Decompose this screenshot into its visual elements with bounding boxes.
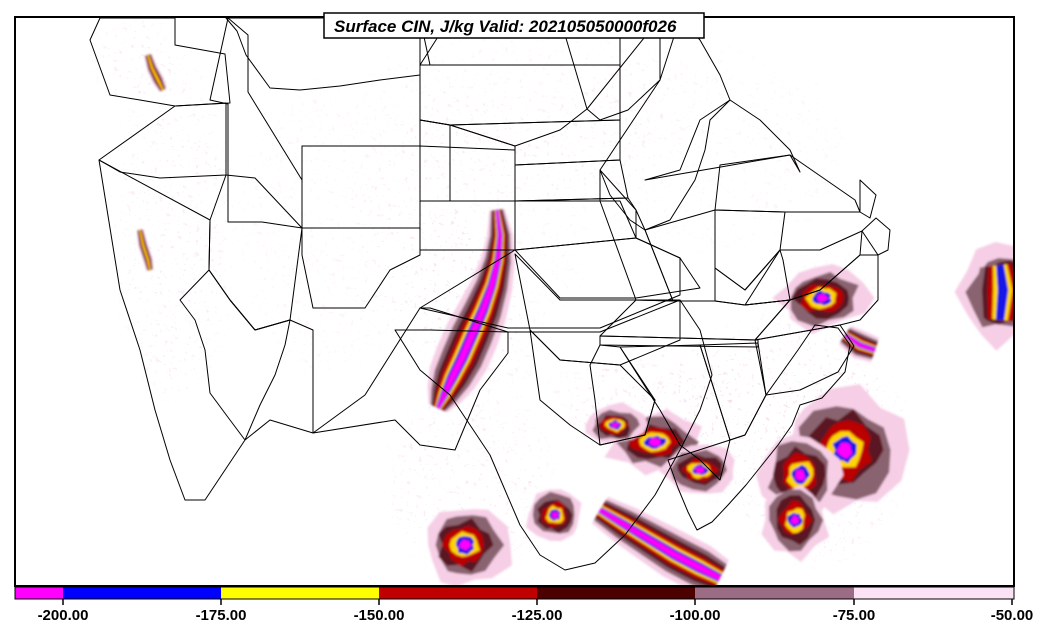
svg-text:-200.00: -200.00 [38,607,89,624]
svg-text:-75.00: -75.00 [833,607,876,624]
svg-text:-100.00: -100.00 [670,607,721,624]
svg-text:Surface CIN, J/kg Valid: 20210: Surface CIN, J/kg Valid: 202105050000f02… [334,17,677,36]
svg-text:-50.00: -50.00 [991,607,1034,624]
svg-text:-125.00: -125.00 [512,607,563,624]
svg-text:-150.00: -150.00 [354,607,405,624]
svg-text:-175.00: -175.00 [196,607,247,624]
